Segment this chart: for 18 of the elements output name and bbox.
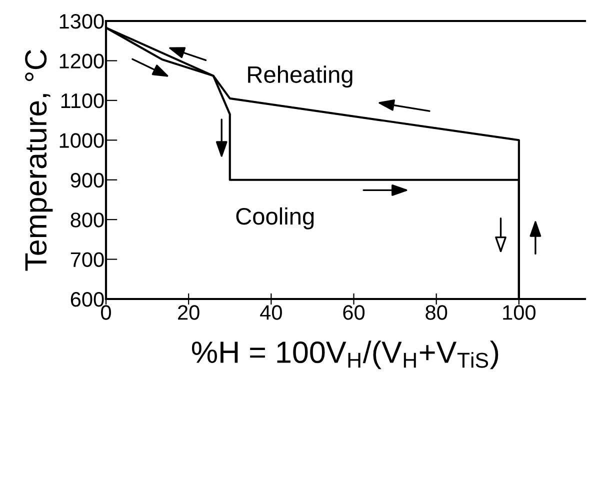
y-tick-label: 600 <box>70 292 104 307</box>
y-axis-title: Temperature, °C <box>25 50 53 271</box>
y-tick-label: 700 <box>70 252 104 268</box>
x-tick-label: 100 <box>503 305 536 320</box>
y-tick-label: 900 <box>70 172 104 188</box>
y-tick-label: 800 <box>70 212 104 228</box>
x-tick-label: 0 <box>101 305 111 320</box>
y-tick-label: 1000 <box>60 133 104 148</box>
x-tick-label: 60 <box>343 305 365 320</box>
y-tick-label: 1100 <box>61 93 104 108</box>
x-axis-title: %H = 100V$_{H}$/(V$_{H}$+V$_{TiS}$) <box>192 340 498 370</box>
x-tick-label: 80 <box>426 305 448 320</box>
y-tick-label: 1200 <box>60 54 104 68</box>
x-tick-label: 20 <box>178 305 200 320</box>
x-tick-label: 40 <box>260 305 282 320</box>
y-tick-label: 1300 <box>60 14 104 29</box>
annotation: Cooling <box>236 207 314 230</box>
annotation: Reheating <box>248 66 352 88</box>
